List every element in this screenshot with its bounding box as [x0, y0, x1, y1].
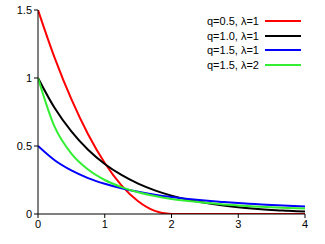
html-text:q=1.5, λ=2: q=1.5, λ=2: [207, 58, 259, 71]
html-text:q=0.5, λ=1: q=0.5, λ=1: [207, 15, 259, 27]
svg-text:0: 0: [35, 218, 41, 230]
svg-text:0.5: 0.5: [17, 140, 32, 152]
svg-text:3: 3: [235, 218, 241, 230]
svg-text:4: 4: [302, 218, 308, 230]
svg-text:2: 2: [168, 218, 174, 230]
svg-text:0: 0: [26, 208, 32, 220]
svg-text:1.5: 1.5: [17, 4, 32, 16]
html-text:q=1.0, λ=1: q=1.0, λ=1: [207, 29, 259, 42]
html-text:q=1.5, λ=1: q=1.5, λ=1: [207, 44, 259, 56]
svg-text:1: 1: [102, 218, 108, 230]
svg-text:1: 1: [26, 72, 32, 84]
